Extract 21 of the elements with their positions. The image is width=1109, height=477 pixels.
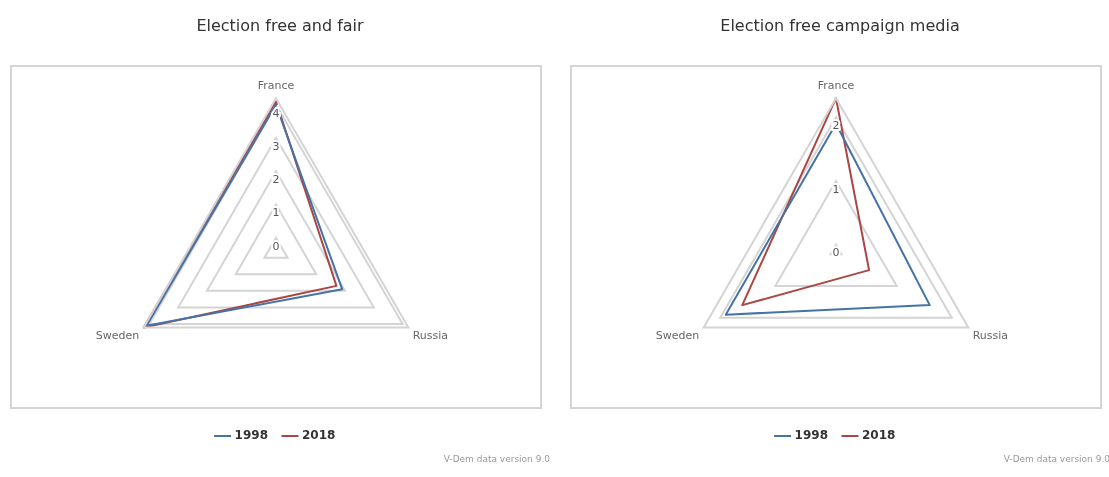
chart-title: Election free campaign media: [719, 16, 961, 35]
y-tick-label: 0: [272, 239, 280, 253]
text: V-Dem data version 9.0: [1003, 454, 1109, 464]
spoke-label: Russia: [972, 329, 1009, 343]
y-tick-label: 2: [272, 173, 280, 187]
y-tick-label: 4: [272, 106, 280, 120]
y-tick-label: 3: [272, 139, 280, 153]
spoke-label: France: [817, 79, 855, 93]
spoke-label: Sweden: [655, 329, 700, 343]
legend-label: 1998: [794, 428, 829, 443]
y-tick-label: 1: [272, 206, 280, 220]
spoke-label: Sweden: [95, 329, 140, 343]
legend-label: 1998: [234, 428, 269, 443]
legend-label: 2018: [302, 428, 336, 443]
y-tick-label: 0: [832, 246, 840, 260]
chart-title: Election free and fair: [195, 16, 365, 35]
spoke-label: Russia: [412, 329, 449, 343]
text: V-Dem data version 9.0: [443, 454, 550, 464]
legend-label: 2018: [862, 428, 896, 443]
y-tick-label: 1: [832, 182, 840, 196]
spoke-label: France: [257, 79, 295, 93]
